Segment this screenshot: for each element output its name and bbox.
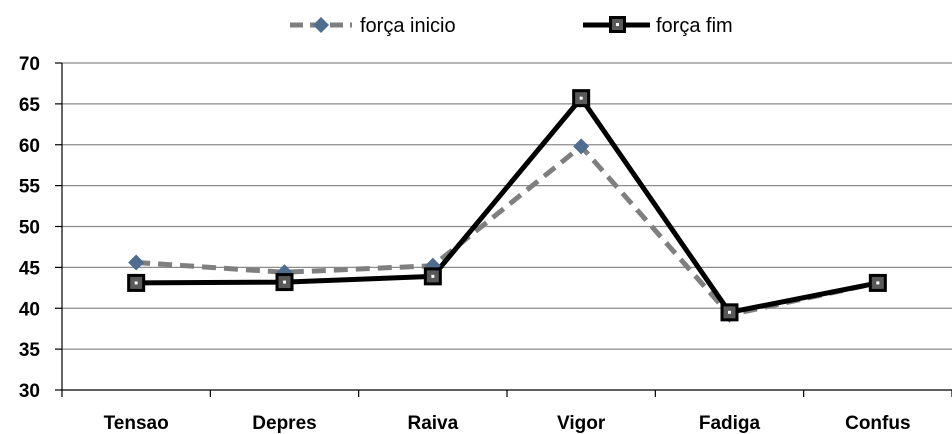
point-forca-inicio-tensao (128, 254, 145, 271)
axes (55, 62, 952, 397)
legend-item-forca-fim: força fim (583, 15, 733, 37)
y-tick-label-55: 55 (19, 177, 41, 198)
y-axis-tick-labels: 30 35 40 45 50 55 60 65 70 (19, 54, 41, 402)
y-tick-label-70: 70 (19, 54, 40, 75)
series-lines (136, 95, 879, 318)
x-tick-label-confus: Confus (845, 413, 910, 434)
point-forca-fim-raiva (423, 267, 442, 286)
legend-item-forca-inicio: força inicio (290, 15, 456, 37)
series-markers (127, 89, 887, 323)
x-axis-tick-labels: Tensao Depres Raiva Vigor Fadiga Confus (104, 413, 911, 434)
x-tick-label-fadiga: Fadiga (699, 413, 761, 434)
y-tick-label-40: 40 (19, 299, 40, 320)
legend-label-forca-fim: força fim (656, 15, 733, 37)
y-tick-label-30: 30 (19, 381, 40, 402)
x-tick-label-vigor: Vigor (557, 413, 606, 434)
legend-marker-square-dot (616, 23, 619, 26)
point-forca-fim-tensao (127, 273, 146, 292)
point-forca-fim-confus (868, 273, 887, 292)
x-tick-label-raiva: Raiva (407, 413, 458, 434)
x-tick-label-tensao: Tensao (104, 413, 169, 434)
series-line-forca-fim (136, 95, 879, 315)
point-marker-dot (728, 310, 731, 314)
legend-marker-diamond (313, 17, 329, 33)
point-marker-dot (431, 274, 435, 278)
y-tick-label-60: 60 (19, 136, 40, 157)
point-forca-inicio-vigor (573, 138, 590, 155)
gridlines (62, 62, 952, 350)
point-forca-fim-depres (275, 273, 294, 292)
y-tick-label-35: 35 (19, 340, 41, 361)
x-tick-label-depres: Depres (252, 413, 316, 434)
series-line-forca-inicio (136, 143, 879, 318)
y-tick-label-45: 45 (19, 258, 41, 279)
point-marker-dot (283, 280, 286, 284)
y-tick-label-65: 65 (19, 95, 41, 116)
point-forca-fim-fadiga (720, 303, 739, 322)
legend-label-forca-inicio: força inicio (360, 15, 456, 37)
y-tick-label-50: 50 (19, 218, 40, 239)
point-forca-fim-vigor (572, 89, 591, 108)
point-marker-dot (134, 281, 138, 285)
point-marker-dot (579, 96, 583, 100)
legend: força inicio força fim (290, 15, 733, 37)
point-marker-dot (876, 281, 880, 285)
